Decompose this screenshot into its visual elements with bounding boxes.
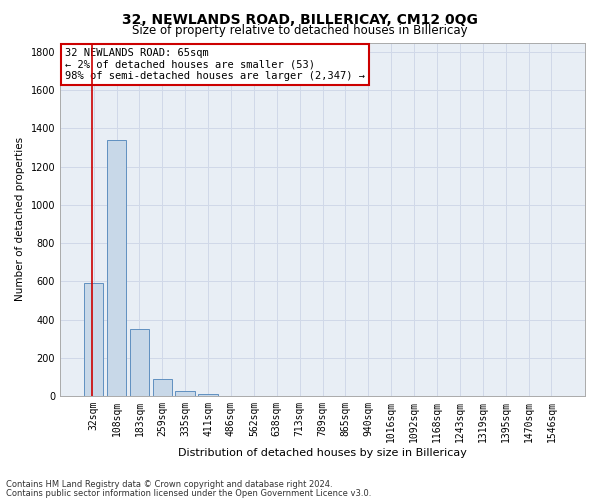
Text: Size of property relative to detached houses in Billericay: Size of property relative to detached ho… (132, 24, 468, 37)
Text: 32, NEWLANDS ROAD, BILLERICAY, CM12 0QG: 32, NEWLANDS ROAD, BILLERICAY, CM12 0QG (122, 12, 478, 26)
Text: Contains HM Land Registry data © Crown copyright and database right 2024.: Contains HM Land Registry data © Crown c… (6, 480, 332, 489)
Bar (107, 140, 126, 396)
Bar (152, 379, 172, 396)
Text: 32 NEWLANDS ROAD: 65sqm
← 2% of detached houses are smaller (53)
98% of semi-det: 32 NEWLANDS ROAD: 65sqm ← 2% of detached… (65, 48, 365, 81)
Bar (84, 283, 103, 396)
Bar (199, 394, 218, 396)
Bar (175, 390, 195, 396)
Text: Contains public sector information licensed under the Open Government Licence v3: Contains public sector information licen… (6, 488, 371, 498)
X-axis label: Distribution of detached houses by size in Billericay: Distribution of detached houses by size … (178, 448, 467, 458)
Bar (130, 329, 149, 396)
Y-axis label: Number of detached properties: Number of detached properties (15, 137, 25, 302)
